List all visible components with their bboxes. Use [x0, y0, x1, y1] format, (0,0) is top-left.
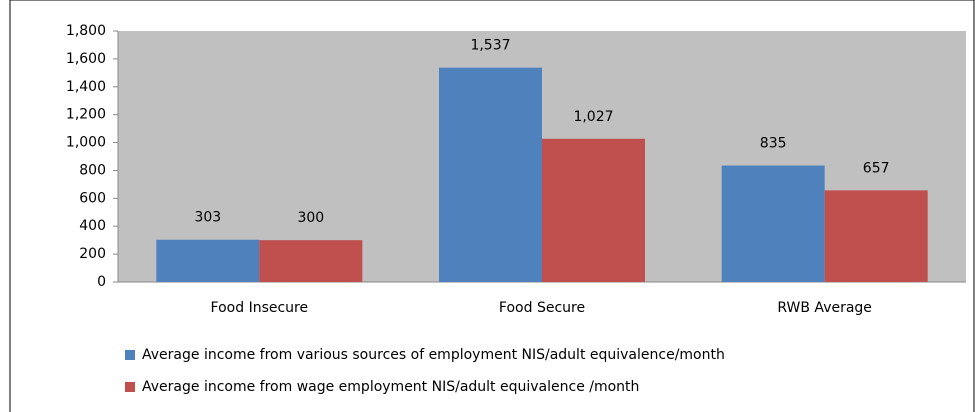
y-tick-label: 600 [79, 190, 106, 206]
x-tick-label: RWB Average [777, 300, 872, 316]
value-label: 835 [760, 136, 787, 152]
bar [542, 138, 645, 282]
y-tick-label: 400 [79, 218, 106, 234]
value-label: 1,027 [573, 109, 613, 125]
value-label: 1,537 [470, 38, 510, 54]
legend-swatch [125, 350, 135, 360]
y-tick-label: 1,000 [66, 135, 106, 151]
x-tick-label: Food Secure [499, 300, 585, 316]
bar [439, 67, 542, 282]
y-tick-label: 1,200 [66, 107, 106, 123]
value-label: 657 [863, 160, 890, 176]
bar [721, 165, 825, 282]
legend-swatch [125, 382, 135, 392]
bar [259, 240, 363, 282]
legend-label: Average income from various sources of e… [142, 347, 725, 363]
y-tick-label: 0 [97, 274, 106, 290]
value-label: 300 [297, 210, 324, 226]
y-tick-label: 1,600 [66, 51, 106, 67]
legend-label: Average income from wage employment NIS/… [142, 379, 639, 395]
bar [824, 190, 928, 282]
x-tick-label: Food Insecure [211, 300, 309, 316]
y-tick-label: 200 [79, 246, 106, 262]
y-tick-label: 1,800 [66, 23, 106, 39]
bar [156, 239, 260, 282]
y-tick-label: 800 [79, 162, 106, 178]
y-tick-label: 1,400 [66, 79, 106, 95]
value-label: 303 [194, 210, 221, 226]
